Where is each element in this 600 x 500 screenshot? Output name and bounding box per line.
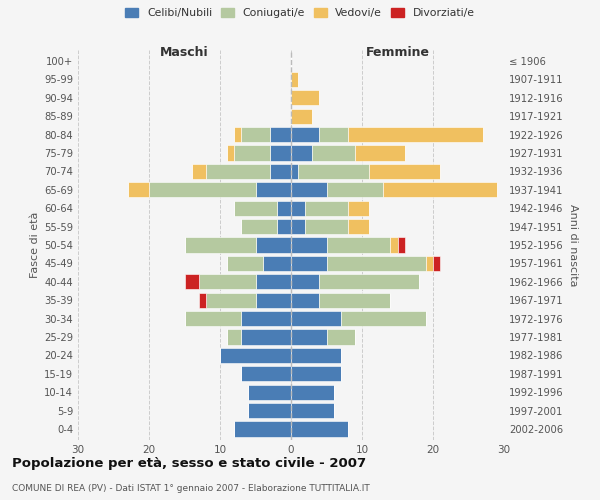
Bar <box>326 182 383 198</box>
Text: Popolazione per età, sesso e stato civile - 2007: Popolazione per età, sesso e stato civil… <box>12 458 366 470</box>
Bar <box>185 311 241 326</box>
Bar <box>348 127 483 142</box>
Bar <box>128 182 149 198</box>
Bar <box>234 127 241 142</box>
Bar <box>291 311 341 326</box>
Bar <box>241 366 291 382</box>
Bar <box>206 292 256 308</box>
Bar <box>227 330 241 344</box>
Bar <box>241 219 277 234</box>
Bar <box>185 238 256 252</box>
Bar <box>291 384 334 400</box>
Text: Maschi: Maschi <box>160 46 209 60</box>
Bar <box>227 256 263 271</box>
Bar <box>369 164 440 179</box>
Bar <box>305 219 348 234</box>
Y-axis label: Fasce di età: Fasce di età <box>30 212 40 278</box>
Bar <box>185 274 199 289</box>
Text: Femmine: Femmine <box>365 46 430 60</box>
Bar <box>305 200 348 216</box>
Bar <box>291 330 326 344</box>
Bar <box>270 146 291 160</box>
Bar <box>348 200 369 216</box>
Bar <box>291 127 319 142</box>
Bar <box>291 348 341 363</box>
Bar <box>326 256 426 271</box>
Bar <box>256 238 291 252</box>
Bar <box>319 274 419 289</box>
Bar <box>220 348 291 363</box>
Bar <box>291 182 326 198</box>
Bar <box>270 127 291 142</box>
Bar <box>348 219 369 234</box>
Bar <box>234 200 277 216</box>
Bar <box>291 238 326 252</box>
Text: COMUNE DI REA (PV) - Dati ISTAT 1° gennaio 2007 - Elaborazione TUTTITALIA.IT: COMUNE DI REA (PV) - Dati ISTAT 1° genna… <box>12 484 370 493</box>
Bar <box>191 164 206 179</box>
Bar <box>291 292 319 308</box>
Bar <box>319 292 391 308</box>
Bar <box>291 72 298 87</box>
Bar <box>234 146 270 160</box>
Bar <box>291 108 313 124</box>
Bar <box>319 127 348 142</box>
Y-axis label: Anni di nascita: Anni di nascita <box>568 204 578 286</box>
Bar <box>326 330 355 344</box>
Bar <box>248 384 291 400</box>
Bar <box>241 311 291 326</box>
Bar <box>199 292 206 308</box>
Bar <box>291 90 319 106</box>
Bar <box>248 403 291 418</box>
Bar <box>383 182 497 198</box>
Bar <box>263 256 291 271</box>
Bar <box>291 146 313 160</box>
Bar <box>241 127 270 142</box>
Bar <box>149 182 256 198</box>
Bar <box>355 146 404 160</box>
Bar <box>313 146 355 160</box>
Bar <box>291 256 326 271</box>
Bar <box>256 292 291 308</box>
Bar <box>199 274 256 289</box>
Bar <box>277 219 291 234</box>
Bar <box>298 164 369 179</box>
Bar <box>326 238 391 252</box>
Bar <box>341 311 426 326</box>
Bar <box>206 164 270 179</box>
Bar <box>256 274 291 289</box>
Bar <box>291 403 334 418</box>
Bar <box>241 330 291 344</box>
Bar <box>291 366 341 382</box>
Legend: Celibi/Nubili, Coniugati/e, Vedovi/e, Divorziati/e: Celibi/Nubili, Coniugati/e, Vedovi/e, Di… <box>124 6 476 20</box>
Bar <box>291 274 319 289</box>
Bar <box>426 256 433 271</box>
Bar <box>433 256 440 271</box>
Bar <box>391 238 398 252</box>
Bar <box>234 422 291 436</box>
Bar <box>291 200 305 216</box>
Bar <box>291 164 298 179</box>
Bar <box>227 146 234 160</box>
Bar <box>256 182 291 198</box>
Bar <box>398 238 404 252</box>
Bar <box>291 219 305 234</box>
Bar <box>277 200 291 216</box>
Bar <box>270 164 291 179</box>
Bar <box>291 422 348 436</box>
